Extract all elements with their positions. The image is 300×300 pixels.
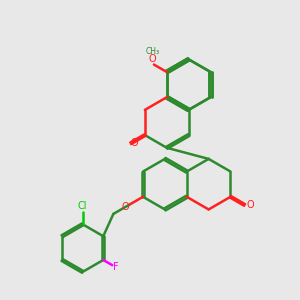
Text: Cl: Cl xyxy=(78,202,87,212)
Text: O: O xyxy=(122,202,130,212)
Text: F: F xyxy=(113,262,119,272)
Text: O: O xyxy=(246,200,254,210)
Text: CH₃: CH₃ xyxy=(145,47,160,56)
Text: O: O xyxy=(130,138,138,148)
Text: O: O xyxy=(148,54,156,64)
